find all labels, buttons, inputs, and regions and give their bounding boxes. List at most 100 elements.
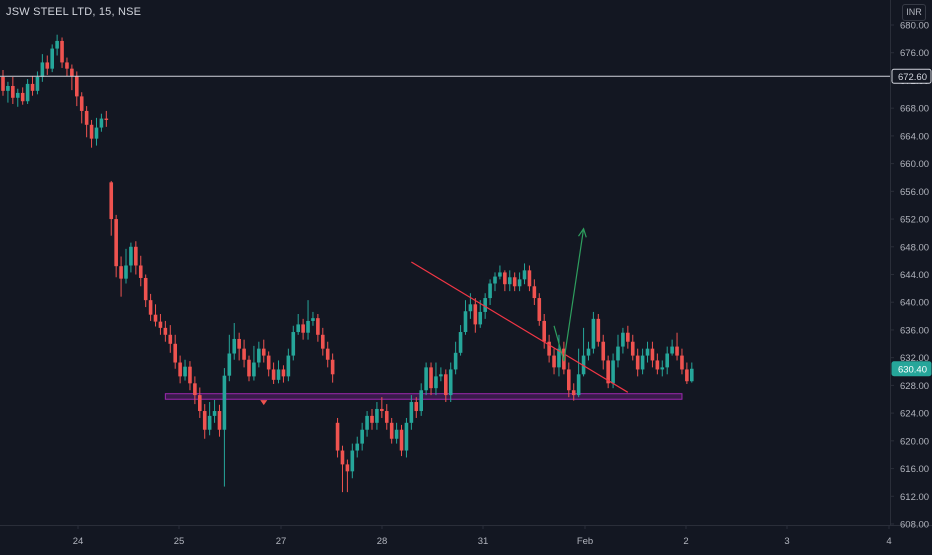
candle-body — [650, 348, 655, 361]
candle-body — [463, 311, 468, 333]
candle-body — [325, 348, 330, 360]
candle-body — [596, 318, 601, 342]
candle-body — [261, 348, 266, 356]
candle-body — [20, 92, 25, 102]
candle-body — [439, 374, 443, 377]
candle-body — [424, 367, 428, 391]
candle-body — [178, 362, 182, 377]
candle-body — [665, 353, 669, 368]
candle-body — [11, 85, 15, 98]
candle-body — [104, 118, 109, 120]
candle-body — [202, 411, 207, 430]
candle-body — [429, 367, 433, 389]
candle-body — [488, 283, 492, 299]
projection-path — [553, 228, 585, 362]
candle-body — [237, 338, 241, 349]
candle-body — [291, 332, 296, 356]
candle-body — [340, 450, 345, 465]
time-tick-label: 2 — [683, 536, 688, 547]
candle-body — [158, 321, 163, 328]
price-tick-label: 612.00 — [900, 492, 929, 503]
price-tick-label: 648.00 — [900, 242, 929, 253]
candle-body — [557, 348, 561, 368]
candle-body — [670, 346, 674, 354]
candle-body — [552, 355, 556, 368]
candle-body — [321, 334, 325, 349]
price-tick-label: 668.00 — [900, 104, 929, 115]
price-tick-label: 620.00 — [900, 436, 929, 447]
candle-body — [640, 355, 645, 370]
candle-body — [65, 62, 69, 69]
candle-body — [370, 415, 374, 423]
price-tick-label: 636.00 — [900, 325, 929, 336]
candle-body — [586, 348, 591, 356]
time-tick-label: Feb — [577, 536, 593, 547]
candle-body — [198, 395, 202, 412]
candle-body — [55, 40, 59, 49]
candle-body — [227, 353, 232, 376]
time-tick-label: 4 — [886, 536, 891, 547]
candle-body — [168, 334, 173, 344]
candle-body — [626, 332, 630, 342]
candle-body — [345, 464, 350, 472]
candle-body — [404, 422, 409, 451]
candle-body — [35, 76, 40, 91]
candle-body — [153, 314, 158, 322]
candle-body — [45, 62, 50, 69]
candle-body — [503, 272, 507, 285]
candle-body — [360, 429, 364, 444]
candle-body — [478, 311, 483, 325]
candle-body — [281, 369, 286, 377]
candle-body — [483, 298, 487, 312]
candle-body — [350, 450, 355, 472]
candle-body — [517, 279, 522, 287]
price-tick-label: 664.00 — [900, 131, 929, 142]
candle-body — [40, 62, 45, 77]
price-axis[interactable]: 680.00676.00672.00668.00664.00660.00656.… — [890, 21, 929, 531]
candle-body — [173, 343, 177, 363]
price-tick-label: 680.00 — [900, 21, 929, 32]
candle-body — [409, 402, 414, 423]
candle-body — [271, 369, 276, 380]
candle-body — [311, 318, 315, 321]
time-axis[interactable]: 24 25 27 28 31 Feb 2 3 4 — [73, 525, 892, 547]
time-tick-label: 28 — [377, 536, 388, 547]
candle-body — [25, 83, 30, 102]
symbol-title: JSW STEEL LTD, 15, NSE — [6, 6, 142, 18]
candle-body — [616, 346, 620, 361]
candle-body — [512, 277, 517, 287]
candle-body — [266, 355, 271, 370]
candle-body — [365, 415, 369, 430]
candle-body — [79, 96, 84, 111]
candle-body — [611, 360, 615, 384]
price-tick-label: 632.00 — [900, 353, 929, 364]
candle-body — [380, 408, 384, 412]
candle-body — [621, 332, 625, 347]
price-tick-label: 628.00 — [900, 381, 929, 392]
price-tick-label: 624.00 — [900, 409, 929, 420]
price-tick-label: 656.00 — [900, 187, 929, 198]
projection-arrow-head — [578, 227, 587, 238]
candle-body — [109, 182, 114, 220]
candle-body — [15, 92, 20, 98]
candle-body — [330, 359, 335, 375]
candle-body — [567, 369, 571, 391]
time-tick-label: 31 — [478, 536, 489, 547]
downtrend-line — [411, 261, 629, 393]
candle-body — [498, 272, 502, 277]
horizontal-line-price-badge-label: 672.60 — [898, 72, 927, 83]
price-tick-label: 660.00 — [900, 159, 929, 170]
price-tick-label: 616.00 — [900, 464, 929, 475]
candle-body — [389, 422, 394, 439]
candle-body — [301, 324, 305, 333]
currency-label[interactable]: INR — [902, 4, 926, 21]
candle-body — [576, 374, 581, 396]
candle-body — [645, 348, 650, 356]
candle-body — [50, 48, 54, 69]
candle-body — [188, 366, 192, 384]
candle-body — [635, 355, 640, 370]
candle-body — [6, 85, 10, 91]
